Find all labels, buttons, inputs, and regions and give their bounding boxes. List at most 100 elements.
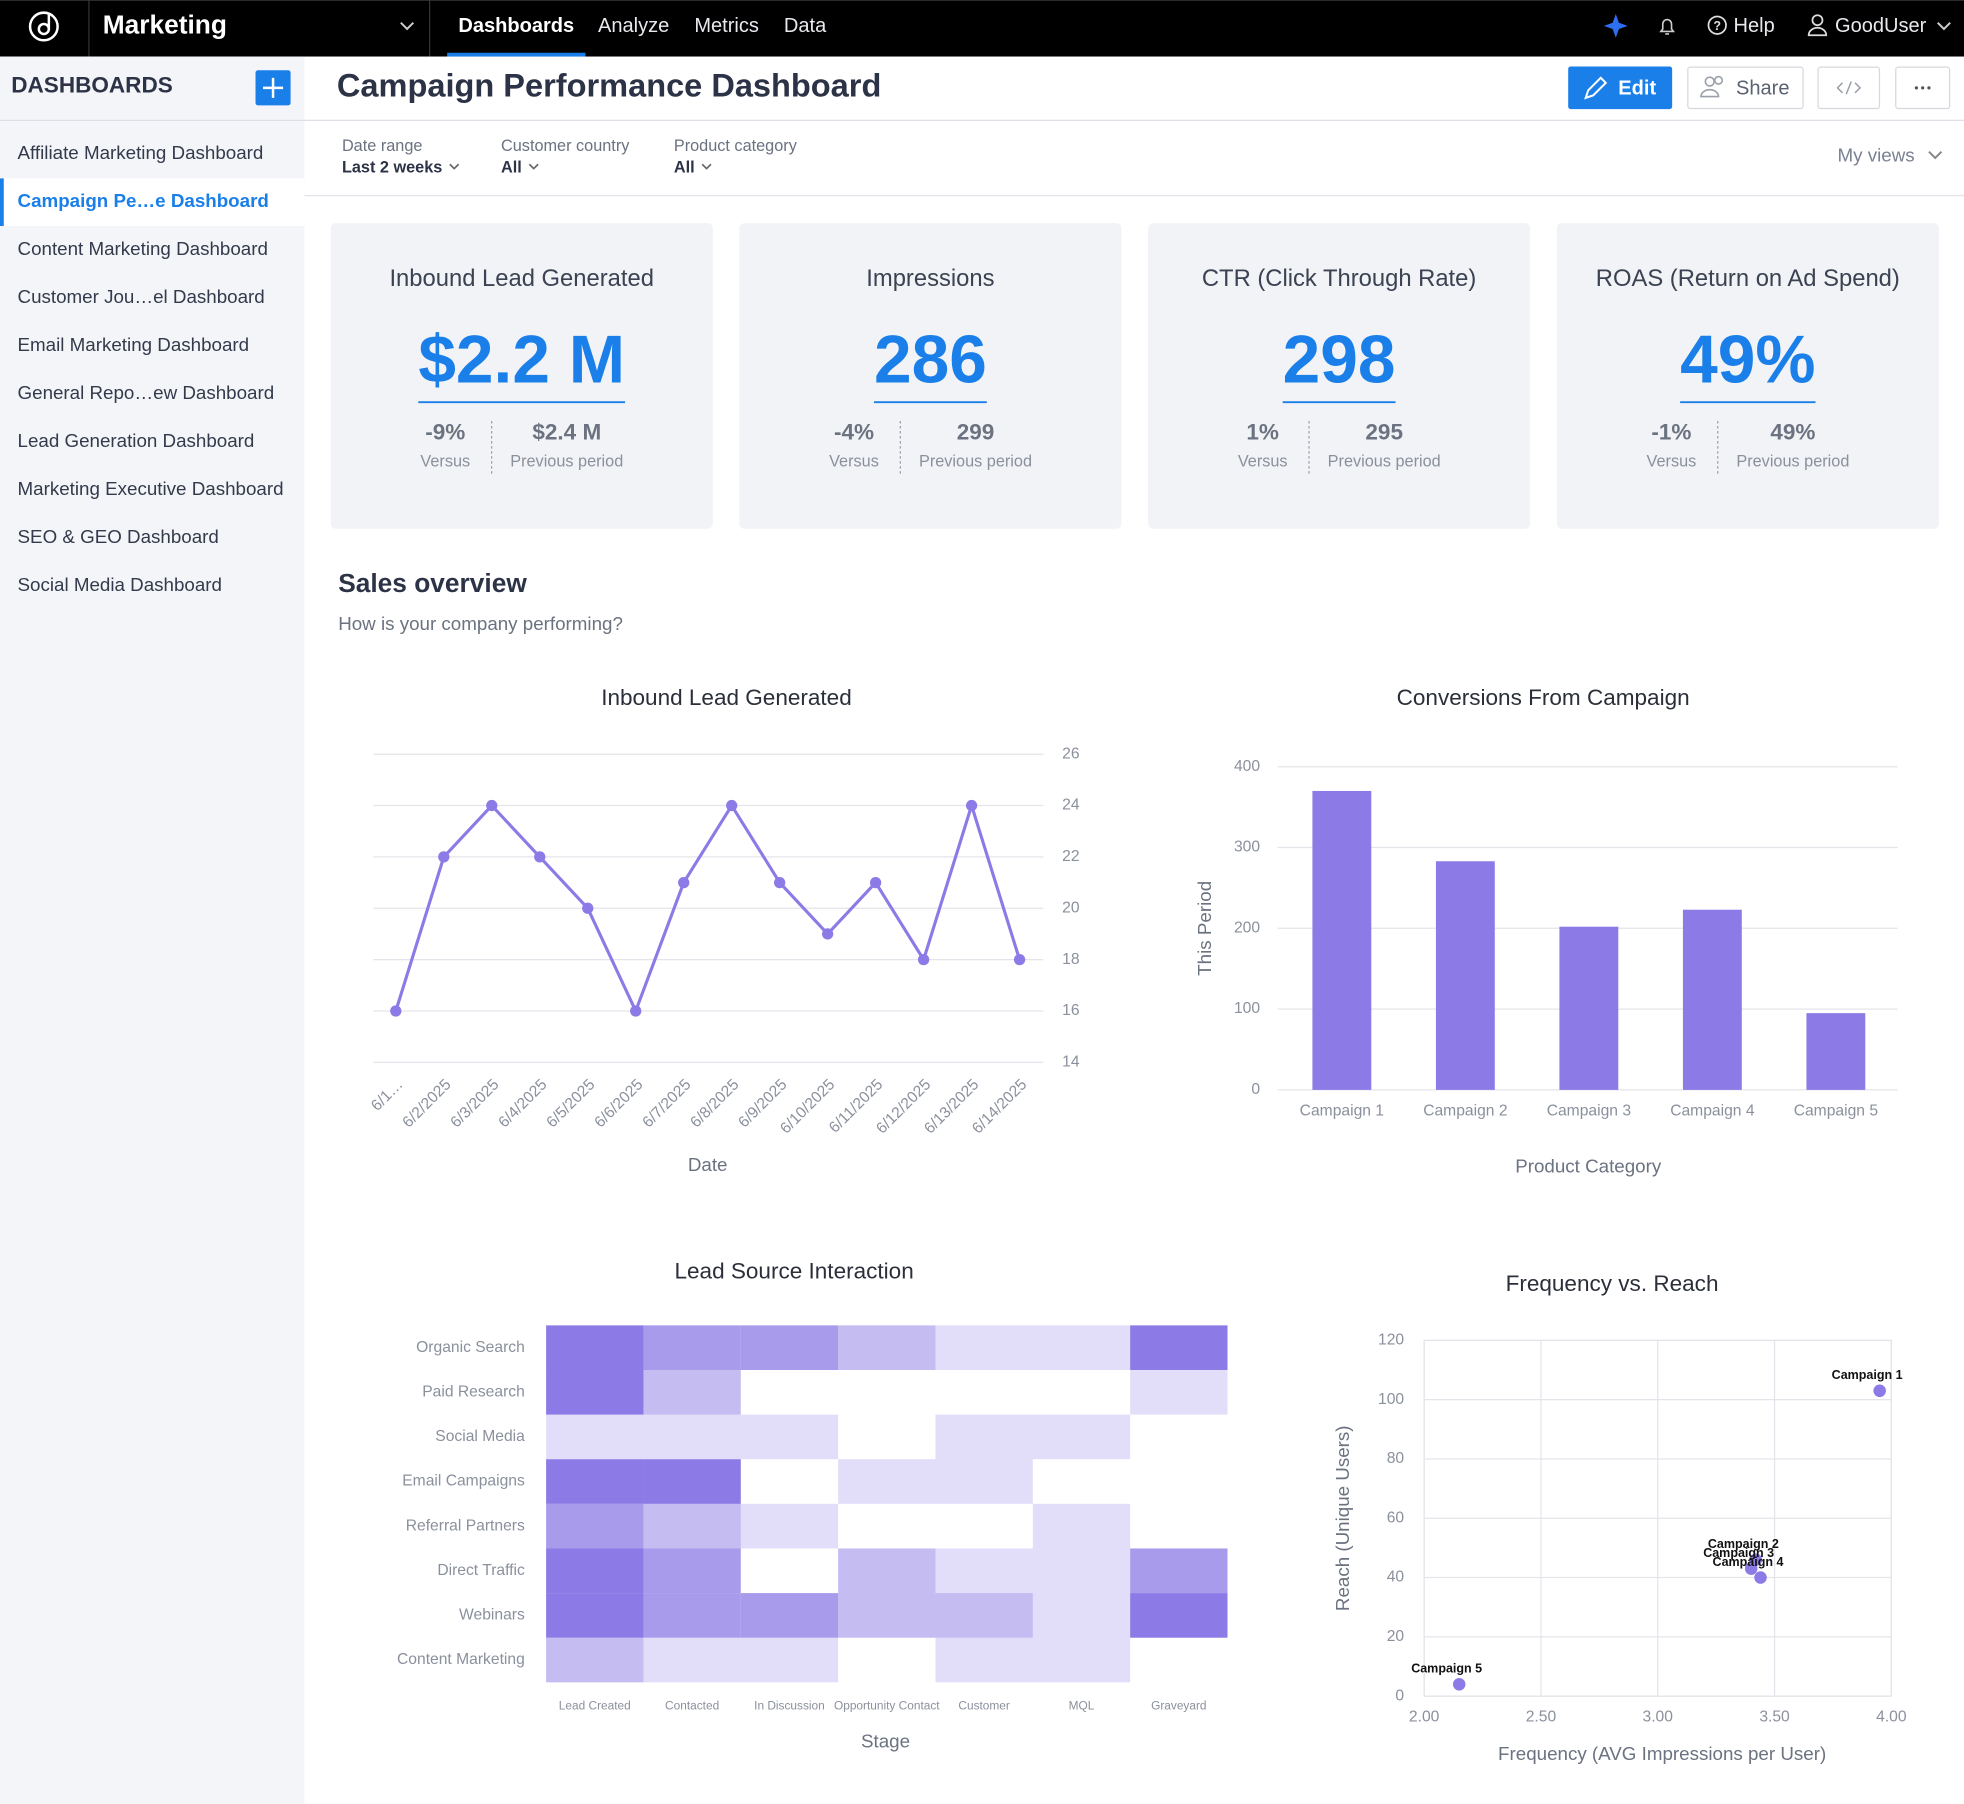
app-chevron[interactable] <box>400 22 415 31</box>
sidebar-item[interactable]: Lead Generation Dashboard <box>18 430 255 451</box>
heatmap-cell[interactable] <box>546 1459 644 1504</box>
heatmap-cell[interactable] <box>935 1325 1033 1370</box>
heatmap-cell[interactable] <box>838 1504 935 1549</box>
heatmap-cell[interactable] <box>643 1593 741 1638</box>
filter-value[interactable]: All <box>674 158 695 176</box>
heatmap-cell[interactable] <box>838 1415 935 1460</box>
heatmap-cell[interactable] <box>740 1414 839 1460</box>
filter-label[interactable]: Customer country <box>501 137 630 155</box>
heatmap-cell[interactable] <box>1032 1414 1131 1460</box>
kpi-value[interactable]: 49% <box>1680 323 1815 398</box>
heatmap-cell[interactable] <box>643 1414 741 1460</box>
heatmap-cell[interactable] <box>1033 1459 1130 1504</box>
heatmap-cell[interactable] <box>838 1370 935 1415</box>
heatmap-cell[interactable] <box>740 1503 839 1549</box>
heatmap-cell[interactable] <box>1032 1637 1131 1683</box>
filter-chevron[interactable] <box>449 163 460 170</box>
heatmap-cell[interactable] <box>1130 1325 1228 1370</box>
heatmap-cell[interactable] <box>838 1593 936 1638</box>
data-point[interactable] <box>534 851 546 863</box>
heatmap-cell[interactable] <box>1130 1369 1228 1415</box>
data-point[interactable] <box>1013 953 1026 966</box>
user-chevron[interactable] <box>1936 22 1951 31</box>
heatmap-cell[interactable] <box>643 1325 741 1370</box>
heatmap-cell[interactable] <box>935 1370 1032 1415</box>
heatmap-cell[interactable] <box>935 1593 1033 1638</box>
data-point[interactable] <box>726 799 738 812</box>
heatmap-cell[interactable] <box>1032 1503 1131 1549</box>
nav-tab[interactable]: Data <box>784 15 827 37</box>
add-dashboard-button[interactable] <box>255 70 291 106</box>
sidebar-item[interactable]: Marketing Executive Dashboard <box>18 478 284 499</box>
data-point[interactable] <box>438 851 450 863</box>
data-point[interactable] <box>869 876 882 889</box>
data-point[interactable] <box>678 876 690 889</box>
heatmap-cell[interactable] <box>1130 1415 1227 1460</box>
bar[interactable] <box>1806 1013 1866 1090</box>
data-point[interactable] <box>1452 1677 1466 1691</box>
heatmap-cell[interactable] <box>643 1548 741 1594</box>
bar[interactable] <box>1682 909 1742 1090</box>
heatmap-cell[interactable] <box>740 1593 839 1638</box>
share-button[interactable]: Share <box>1687 66 1804 110</box>
heatmap-cell[interactable] <box>1032 1593 1131 1638</box>
user-menu[interactable]: GoodUser <box>1835 15 1927 37</box>
app-name[interactable]: Marketing <box>103 9 227 39</box>
heatmap-cell[interactable] <box>1130 1638 1227 1683</box>
sidebar-item[interactable]: Social Media Dashboard <box>18 574 222 595</box>
heatmap-cell[interactable] <box>546 1503 644 1549</box>
filter-chevron[interactable] <box>701 163 712 170</box>
user-icon[interactable] <box>1807 14 1828 37</box>
heatmap-cell[interactable] <box>1032 1325 1131 1370</box>
heatmap-cell[interactable] <box>1033 1370 1130 1415</box>
heatmap-cell[interactable] <box>1032 1548 1131 1594</box>
heatmap-cell[interactable] <box>1130 1548 1228 1594</box>
heatmap-cell[interactable] <box>740 1325 839 1370</box>
heatmap-cell[interactable] <box>741 1548 838 1593</box>
sidebar-item[interactable]: General Repo…ew Dashboard <box>18 382 275 403</box>
heatmap-cell[interactable] <box>741 1459 838 1504</box>
data-point[interactable] <box>582 902 594 914</box>
filter-value[interactable]: Last 2 weeks <box>342 158 442 176</box>
heatmap-cell[interactable] <box>740 1637 839 1683</box>
heatmap-cell[interactable] <box>935 1504 1032 1549</box>
sidebar-item[interactable]: Campaign Pe…e Dashboard <box>18 190 269 211</box>
heatmap-cell[interactable] <box>838 1548 936 1594</box>
heatmap-cell[interactable] <box>935 1414 1033 1460</box>
sidebar-item[interactable]: Content Marketing Dashboard <box>18 238 268 259</box>
my-views[interactable]: My views <box>1837 145 1914 166</box>
heatmap-cell[interactable] <box>546 1369 644 1415</box>
heatmap-cell[interactable] <box>838 1325 936 1370</box>
heatmap-cell[interactable] <box>838 1638 935 1683</box>
heatmap-cell[interactable] <box>643 1369 741 1415</box>
filter-label[interactable]: Date range <box>342 137 422 155</box>
help-link[interactable]: Help <box>1734 15 1775 37</box>
heatmap-cell[interactable] <box>1130 1459 1227 1504</box>
data-point[interactable] <box>1744 1562 1758 1575</box>
bar[interactable] <box>1312 790 1372 1090</box>
heatmap-cell[interactable] <box>935 1548 1033 1594</box>
sidebar-item[interactable]: Affiliate Marketing Dashboard <box>18 142 264 163</box>
data-point[interactable] <box>1873 1384 1886 1398</box>
data-point[interactable] <box>822 928 834 940</box>
kpi-value[interactable]: 286 <box>874 323 987 398</box>
heatmap-cell[interactable] <box>935 1459 1033 1504</box>
heatmap-cell[interactable] <box>546 1325 644 1370</box>
logo[interactable] <box>28 11 59 42</box>
my-views-chevron[interactable] <box>1928 151 1943 160</box>
kpi-value[interactable]: 298 <box>1283 323 1396 398</box>
sidebar-item[interactable]: Email Marketing Dashboard <box>18 334 250 355</box>
ai-icon[interactable] <box>1603 13 1628 38</box>
bar[interactable] <box>1435 861 1495 1090</box>
nav-tab[interactable]: Metrics <box>694 15 759 37</box>
bar[interactable] <box>1559 926 1619 1090</box>
heatmap-cell[interactable] <box>741 1370 838 1415</box>
edit-button[interactable]: Edit <box>1568 66 1673 110</box>
sidebar-item[interactable]: SEO & GEO Dashboard <box>18 526 219 547</box>
data-point[interactable] <box>1754 1571 1767 1584</box>
data-point[interactable] <box>390 1005 402 1017</box>
data-point[interactable] <box>486 799 498 812</box>
heatmap-cell[interactable] <box>643 1503 741 1549</box>
filter-chevron[interactable] <box>528 163 539 170</box>
bell-icon[interactable] <box>1659 18 1676 35</box>
